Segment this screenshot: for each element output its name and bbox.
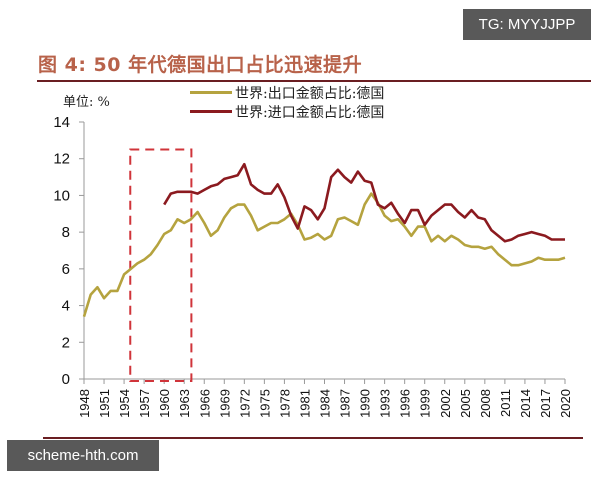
- x-tick-label: 2011: [498, 389, 513, 417]
- legend-label-export: 世界:出口金额占比:德国: [235, 85, 385, 102]
- highlight-box: [129, 148, 193, 382]
- x-tick-label: 1960: [157, 389, 172, 418]
- watermark-top: TG: MYYJJPP: [463, 9, 591, 40]
- legend-item-import: 世界:进口金额占比:德国: [190, 102, 384, 121]
- x-tick-label: 1987: [338, 389, 353, 418]
- legend-item-export: 世界:出口金额占比:德国: [190, 83, 384, 102]
- x-tick-label: 1975: [257, 389, 272, 418]
- x-tick-label: 1954: [117, 389, 132, 418]
- title-divider: [37, 80, 591, 82]
- x-tick-label: 1963: [177, 389, 192, 418]
- x-tick-label: 1981: [297, 389, 312, 418]
- x-tick-label: 1999: [418, 389, 433, 418]
- x-tick-label: 1990: [358, 389, 373, 418]
- x-tick-label: 2002: [438, 389, 453, 418]
- x-tick-label: 1948: [77, 389, 92, 418]
- x-tick-label: 1978: [277, 389, 292, 418]
- series-lines: [82, 162, 566, 317]
- y-tick-label: 10: [53, 187, 70, 204]
- chart-title: 图 4: 50 年代德国出口占比迅速提升: [38, 54, 363, 76]
- x-tick-label: 2014: [518, 389, 533, 418]
- y-tick-label: 6: [62, 261, 70, 278]
- x-tick-label: 2020: [558, 389, 573, 418]
- legend-label-import: 世界:进口金额占比:德国: [235, 104, 385, 121]
- export-share-line: [82, 192, 566, 317]
- x-tick-label: 1951: [97, 389, 112, 418]
- x-tick-label: 1993: [378, 389, 393, 418]
- x-tick-label: 1996: [398, 389, 413, 418]
- x-tick-label: 1957: [137, 389, 152, 418]
- y-tick-label: 8: [62, 224, 70, 241]
- y-tick-label: 12: [53, 151, 70, 168]
- x-tick-label: 2008: [478, 389, 493, 418]
- unit-label: 单位: %: [63, 95, 110, 110]
- legend-swatch-import: [190, 110, 232, 113]
- axes: 0 2 4 6 8 10 12 14 1948 1951 1954 1957 1960 1963 1966 1…: [53, 114, 573, 418]
- x-tick-label: 1984: [318, 389, 333, 418]
- import-share-line: [163, 162, 565, 243]
- x-tick-label: 1969: [217, 389, 232, 418]
- legend-swatch-export: [190, 91, 232, 94]
- bottom-divider: [43, 437, 583, 439]
- x-tick-label: 1972: [237, 389, 252, 418]
- x-tick-label: 1966: [197, 389, 212, 418]
- watermark-bottom: scheme-hth.com: [7, 440, 159, 471]
- y-tick-label: 2: [62, 334, 70, 351]
- x-tick-label: 2017: [538, 389, 553, 418]
- y-tick-label: 4: [62, 298, 70, 315]
- legend: 世界:出口金额占比:德国 世界:进口金额占比:德国: [190, 83, 384, 121]
- x-tick-label: 2005: [458, 389, 473, 418]
- y-tick-label: 0: [62, 371, 70, 388]
- y-tick-label: 14: [53, 114, 70, 131]
